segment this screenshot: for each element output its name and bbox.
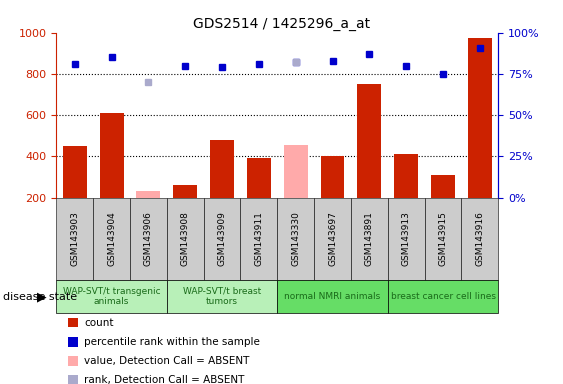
Text: GSM143915: GSM143915: [439, 212, 448, 266]
Text: GSM143330: GSM143330: [291, 212, 300, 266]
Bar: [358, 84, 381, 198]
Text: GSM143697: GSM143697: [328, 212, 337, 266]
Text: disease state: disease state: [3, 291, 77, 302]
Bar: [62, 146, 87, 198]
Bar: [247, 157, 271, 198]
Text: GSM143908: GSM143908: [181, 212, 190, 266]
Text: GSM143909: GSM143909: [217, 212, 226, 266]
Text: count: count: [84, 318, 114, 328]
Text: WAP-SVT/t transgenic
animals: WAP-SVT/t transgenic animals: [62, 287, 160, 306]
Text: ▶: ▶: [37, 290, 47, 303]
Text: GSM143911: GSM143911: [254, 212, 263, 266]
Text: GDS2514 / 1425296_a_at: GDS2514 / 1425296_a_at: [193, 17, 370, 31]
Text: GSM143916: GSM143916: [475, 212, 484, 266]
Bar: [320, 157, 345, 198]
Text: GSM143906: GSM143906: [144, 212, 153, 266]
Text: rank, Detection Call = ABSENT: rank, Detection Call = ABSENT: [84, 375, 245, 384]
Text: percentile rank within the sample: percentile rank within the sample: [84, 337, 260, 347]
Bar: [468, 38, 492, 198]
Text: WAP-SVT/t breast
tumors: WAP-SVT/t breast tumors: [183, 287, 261, 306]
Text: GSM143891: GSM143891: [365, 212, 374, 266]
Bar: [136, 190, 160, 198]
Text: value, Detection Call = ABSENT: value, Detection Call = ABSENT: [84, 356, 250, 366]
Bar: [431, 175, 455, 198]
Text: GSM143913: GSM143913: [401, 212, 410, 266]
Bar: [173, 185, 197, 198]
Text: GSM143903: GSM143903: [70, 212, 79, 266]
Text: normal NMRI animals: normal NMRI animals: [284, 292, 381, 301]
Text: GSM143904: GSM143904: [107, 212, 116, 266]
Bar: [210, 140, 234, 198]
Bar: [284, 145, 307, 198]
Bar: [394, 154, 418, 198]
Text: breast cancer cell lines: breast cancer cell lines: [391, 292, 495, 301]
Bar: [100, 113, 123, 198]
